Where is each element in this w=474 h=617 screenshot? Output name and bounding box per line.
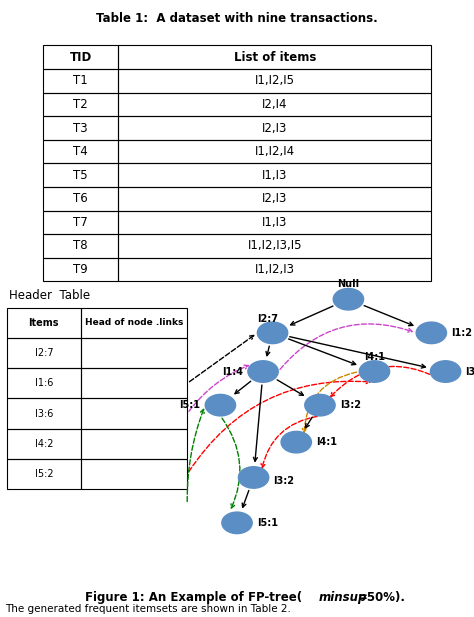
Text: T6: T6 xyxy=(73,193,88,205)
Bar xyxy=(118,93,431,116)
Text: I4:1: I4:1 xyxy=(316,437,337,447)
Bar xyxy=(81,459,187,489)
Bar xyxy=(118,187,431,210)
Bar xyxy=(43,116,118,140)
Circle shape xyxy=(359,361,390,383)
Text: T1: T1 xyxy=(73,74,88,88)
Circle shape xyxy=(333,289,364,310)
Bar xyxy=(118,210,431,234)
Circle shape xyxy=(205,394,236,416)
Bar xyxy=(81,338,187,368)
Bar xyxy=(81,429,187,459)
Text: I2:7: I2:7 xyxy=(35,348,53,358)
Circle shape xyxy=(416,322,447,344)
Text: I1,I2,I3: I1,I2,I3 xyxy=(255,263,295,276)
Bar xyxy=(43,93,118,116)
Bar xyxy=(118,46,431,69)
Text: I3:2: I3:2 xyxy=(273,476,294,486)
Bar xyxy=(118,116,431,140)
Bar xyxy=(118,69,431,93)
Bar xyxy=(43,234,118,258)
Text: Items: Items xyxy=(28,318,59,328)
Text: T8: T8 xyxy=(73,239,88,252)
Text: I3:2: I3:2 xyxy=(465,366,474,376)
Circle shape xyxy=(248,361,278,383)
Text: The generated frequent itemsets are shown in Table 2.: The generated frequent itemsets are show… xyxy=(5,603,291,614)
Bar xyxy=(7,338,81,368)
Text: I3:2: I3:2 xyxy=(340,400,361,410)
Text: I3:6: I3:6 xyxy=(35,408,53,418)
Text: Null: Null xyxy=(337,279,359,289)
Bar xyxy=(118,140,431,164)
Bar xyxy=(7,429,81,459)
Text: I1:2: I1:2 xyxy=(451,328,472,338)
Text: I1,I2,I4: I1,I2,I4 xyxy=(255,145,295,158)
Bar xyxy=(7,368,81,399)
Text: T7: T7 xyxy=(73,216,88,229)
Text: I5:1: I5:1 xyxy=(257,518,278,528)
Bar xyxy=(81,308,187,338)
Text: I1,I3: I1,I3 xyxy=(262,216,288,229)
Text: T5: T5 xyxy=(73,168,88,181)
Text: I5:2: I5:2 xyxy=(35,469,53,479)
Text: I4:1: I4:1 xyxy=(364,352,385,362)
Text: I1,I2,I5: I1,I2,I5 xyxy=(255,74,295,88)
Circle shape xyxy=(222,512,252,534)
Bar xyxy=(43,69,118,93)
Text: I1,I2,I3,I5: I1,I2,I3,I5 xyxy=(247,239,302,252)
Circle shape xyxy=(430,361,461,383)
Text: I1:6: I1:6 xyxy=(35,378,53,388)
Text: T3: T3 xyxy=(73,122,88,135)
Text: I2,I4: I2,I4 xyxy=(262,98,288,111)
Text: TID: TID xyxy=(69,51,91,64)
Circle shape xyxy=(281,431,311,453)
Bar xyxy=(118,258,431,281)
Text: I2:7: I2:7 xyxy=(257,313,278,324)
Bar xyxy=(43,210,118,234)
Text: I2,I3: I2,I3 xyxy=(262,122,288,135)
Text: I1:4: I1:4 xyxy=(222,366,243,376)
Text: I2,I3: I2,I3 xyxy=(262,193,288,205)
Bar xyxy=(118,164,431,187)
Text: I5:1: I5:1 xyxy=(180,400,201,410)
Bar xyxy=(43,258,118,281)
Text: =50%).: =50%). xyxy=(357,591,405,604)
Bar xyxy=(118,234,431,258)
Bar xyxy=(43,187,118,210)
Circle shape xyxy=(305,394,335,416)
Circle shape xyxy=(238,466,269,488)
Text: Head of node .links: Head of node .links xyxy=(85,318,183,327)
Text: T9: T9 xyxy=(73,263,88,276)
Bar xyxy=(81,399,187,429)
Text: T2: T2 xyxy=(73,98,88,111)
Text: I1,I3: I1,I3 xyxy=(262,168,288,181)
Bar xyxy=(43,46,118,69)
Circle shape xyxy=(257,322,288,344)
Text: Header  Table: Header Table xyxy=(9,289,91,302)
Text: Table 1:  A dataset with nine transactions.: Table 1: A dataset with nine transaction… xyxy=(96,12,378,25)
Text: List of items: List of items xyxy=(234,51,316,64)
Text: minsup: minsup xyxy=(319,591,367,604)
Bar xyxy=(7,459,81,489)
Bar xyxy=(7,399,81,429)
Bar xyxy=(43,140,118,164)
Bar xyxy=(7,308,81,338)
Text: I4:2: I4:2 xyxy=(35,439,53,449)
Text: T4: T4 xyxy=(73,145,88,158)
Bar xyxy=(43,164,118,187)
Text: Figure 1: An Example of FP-tree(: Figure 1: An Example of FP-tree( xyxy=(85,591,302,604)
Bar xyxy=(81,368,187,399)
